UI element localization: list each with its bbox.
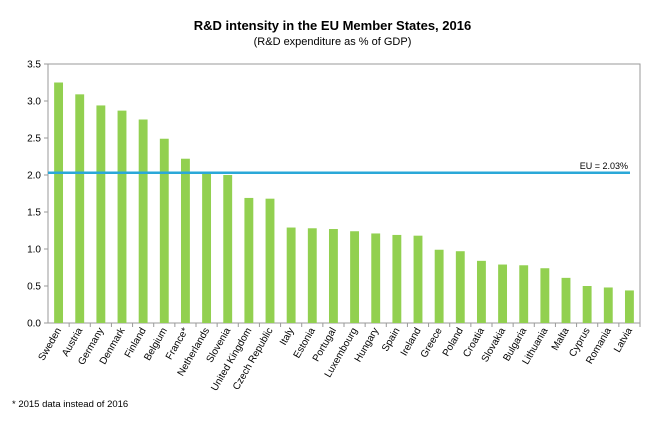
x-tick-label: Italy	[278, 326, 297, 347]
bar	[434, 249, 444, 323]
bar	[519, 265, 529, 323]
bar	[180, 158, 190, 323]
footnote: * 2015 data instead of 2016	[12, 399, 129, 410]
bar	[561, 277, 571, 323]
y-tick-label: 1.5	[27, 208, 41, 219]
bar	[286, 227, 296, 323]
plot-area	[47, 63, 641, 324]
bar	[582, 286, 592, 323]
bar	[75, 94, 85, 323]
bar	[223, 175, 233, 323]
chart-subtitle: (R&D expenditure as % of GDP)	[253, 36, 412, 48]
y-tick-label: 0.5	[27, 282, 41, 293]
bar	[307, 228, 317, 323]
bar	[624, 290, 634, 323]
bar	[476, 260, 486, 323]
bar	[498, 264, 508, 323]
eu-average-label: EU = 2.03%	[580, 161, 628, 171]
bar	[455, 251, 465, 323]
x-tick-label: Malta	[550, 326, 572, 353]
bar	[540, 268, 550, 323]
bar	[117, 110, 127, 324]
bar	[603, 287, 613, 323]
x-tick-label: Latvia	[612, 326, 635, 355]
y-tick-label: 3.0	[27, 97, 41, 108]
bar	[244, 197, 254, 323]
y-tick-label: 3.5	[27, 60, 41, 71]
x-tick-label: Spain	[380, 326, 402, 354]
bar	[202, 172, 212, 323]
x-tick-label: Greece	[419, 326, 445, 360]
bar	[392, 234, 402, 323]
bar	[371, 233, 381, 323]
y-tick-label: 0.0	[27, 319, 41, 330]
bar	[54, 82, 64, 323]
y-tick-label: 2.0	[27, 171, 41, 182]
bar	[96, 105, 106, 323]
bar	[138, 119, 148, 323]
y-tick-label: 1.0	[27, 245, 41, 256]
chart-title: R&D intensity in the EU Member States, 2…	[193, 18, 472, 33]
bar	[159, 138, 169, 323]
x-tick-label: Sweden	[37, 326, 65, 363]
bar	[265, 198, 275, 323]
bar	[350, 231, 360, 323]
bar	[328, 229, 338, 323]
bar	[413, 235, 423, 323]
y-tick-label: 2.5	[27, 134, 41, 145]
